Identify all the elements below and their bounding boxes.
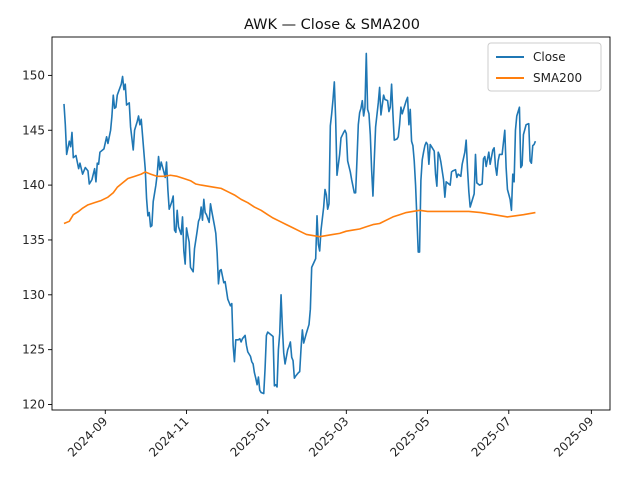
series-line-sma200 bbox=[63, 171, 536, 238]
legend: Close SMA200 bbox=[487, 42, 602, 92]
y-tick-label: 135 bbox=[22, 233, 45, 247]
y-tick-label: 125 bbox=[22, 343, 45, 357]
plot-frame bbox=[51, 36, 611, 411]
plot-background bbox=[52, 37, 610, 410]
series-layer bbox=[63, 52, 537, 395]
y-tick-label: 150 bbox=[22, 68, 45, 82]
chart-title: AWK — Close & SMA200 bbox=[244, 17, 420, 33]
y-tick-label: 130 bbox=[22, 288, 45, 302]
plot-area bbox=[51, 36, 611, 411]
y-tick-label: 145 bbox=[22, 123, 45, 137]
legend-label-sma200: SMA200 bbox=[533, 71, 582, 85]
legend-label-close: Close bbox=[533, 50, 566, 64]
y-axis: 120 125 130 135 140 145 150 bbox=[22, 68, 52, 412]
series-line-close bbox=[63, 52, 537, 395]
y-tick-label: 120 bbox=[22, 398, 45, 412]
y-tick-label: 140 bbox=[22, 178, 45, 192]
